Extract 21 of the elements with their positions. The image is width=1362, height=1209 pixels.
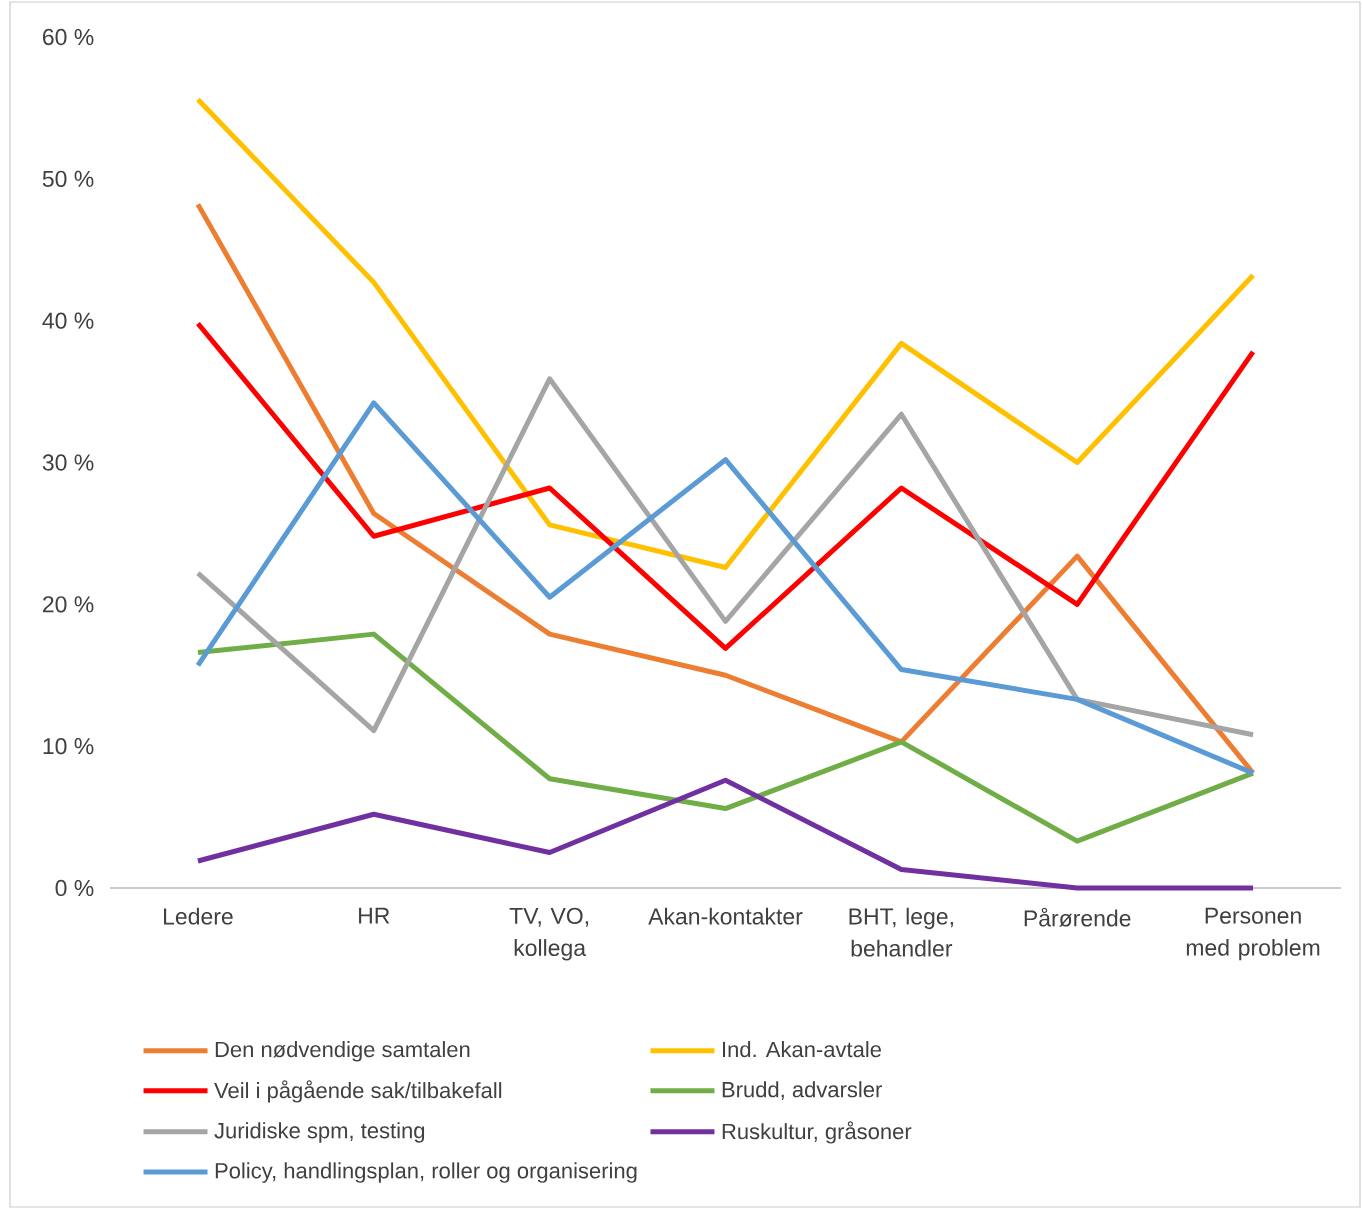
y-tick-label: 10 % [43, 738, 94, 755]
x-tick-label: Ledere [164, 907, 233, 925]
legend-label: Ind. Akan-avtale [723, 1041, 881, 1058]
legend-label: Policy, handlingsplan, roller og organisering [215, 1162, 637, 1183]
y-tick-label: 40 % [42, 312, 94, 329]
legend-label: Juridiske spm, testing [214, 1122, 425, 1143]
y-tick-label: 30 % [42, 454, 94, 471]
y-tick-label: 60 % [43, 28, 94, 46]
y-tick-label: 20 % [43, 596, 94, 613]
legend-label: Brudd, advarsler [722, 1081, 882, 1100]
x-tick-label: TV, VO, kollega [509, 907, 589, 961]
y-tick-label: 0 % [55, 879, 94, 897]
legend-label: Den nødvendige samtalen [215, 1041, 470, 1062]
y-tick-label: 50 % [42, 170, 94, 187]
x-tick-label: Akan-kontakter [648, 907, 803, 925]
x-tick-label: Personen med problem [1186, 907, 1320, 961]
legend-label: Veil i pågående sak/tilbakefall [214, 1080, 502, 1103]
x-tick-label: Pårørende [1024, 907, 1131, 927]
x-tick-label: BHT, lege, behandler [849, 907, 953, 957]
x-tick-label: HR [359, 907, 390, 924]
legend-label: Ruskultur, gråsoner [722, 1121, 912, 1144]
